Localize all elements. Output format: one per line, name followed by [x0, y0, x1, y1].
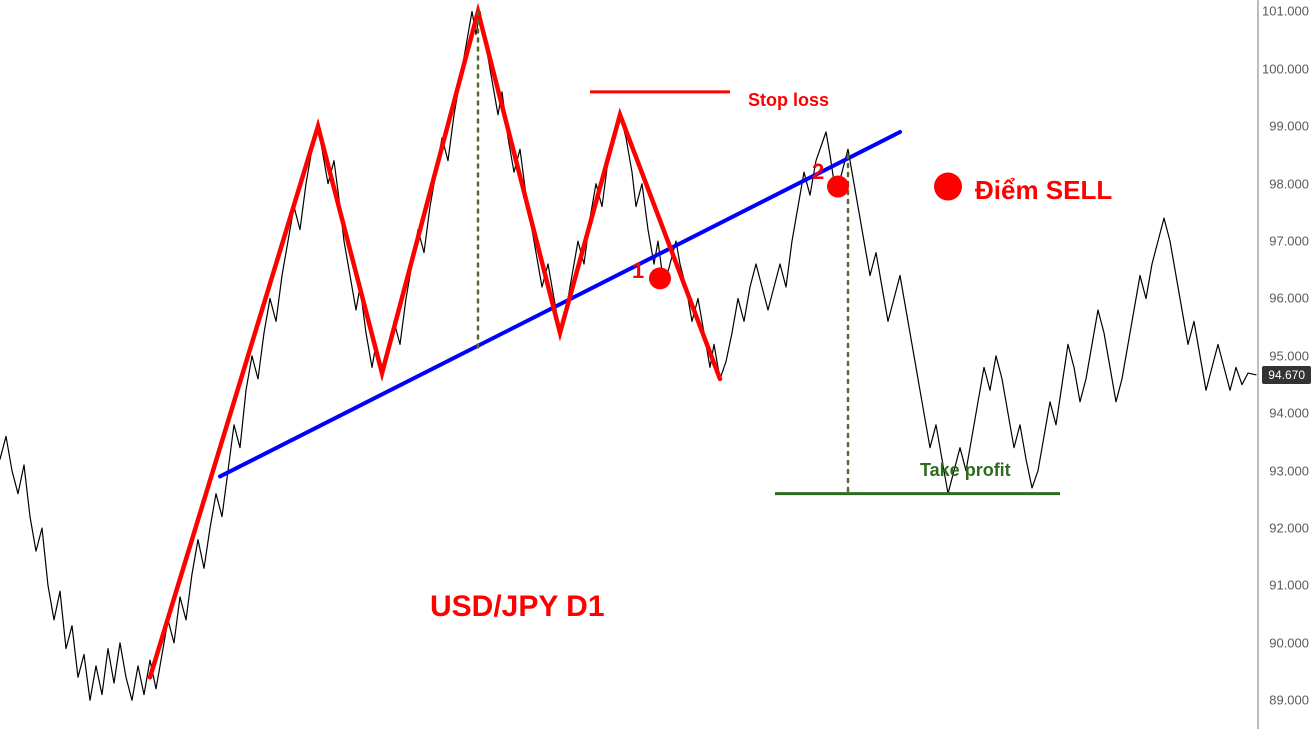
- yaxis-tick-label: 100.000: [1262, 61, 1309, 76]
- legend-sell-dot: [934, 173, 962, 201]
- sell-point-label-1: 1: [632, 258, 644, 284]
- sell-point-2: [827, 176, 849, 198]
- yaxis-tick-label: 93.000: [1269, 463, 1309, 478]
- sell-point-1: [649, 267, 671, 289]
- legend-sell-label: Điểm SELL: [975, 175, 1112, 206]
- yaxis-tick-label: 92.000: [1269, 521, 1309, 536]
- yaxis-tick-label: 94.000: [1269, 406, 1309, 421]
- yaxis-tick-label: 90.000: [1269, 635, 1309, 650]
- head-shoulders-pattern: [150, 12, 720, 678]
- chart-title: USD/JPY D1: [430, 590, 605, 624]
- yaxis-tick-label: 89.000: [1269, 693, 1309, 708]
- yaxis-tick-label: 96.000: [1269, 291, 1309, 306]
- neckline: [220, 132, 900, 476]
- yaxis-tick-label: 95.000: [1269, 348, 1309, 363]
- yaxis-tick-label: 99.000: [1269, 119, 1309, 134]
- yaxis-tick-label: 91.000: [1269, 578, 1309, 593]
- chart-svg: [0, 0, 1313, 729]
- sell-point-label-2: 2: [812, 159, 824, 185]
- take-profit-label: Take profit: [920, 460, 1011, 481]
- chart-container: 89.000 90.000 91.000 92.000 93.000 94.000 95.0…: [0, 0, 1313, 729]
- price-line: [0, 12, 1256, 701]
- yaxis-tick-label: 101.000: [1262, 4, 1309, 19]
- stop-loss-label: Stop loss: [748, 90, 829, 111]
- yaxis-tick-label: 98.000: [1269, 176, 1309, 191]
- current-price-tag: 94.670: [1262, 366, 1311, 384]
- yaxis-tick-label: 97.000: [1269, 234, 1309, 249]
